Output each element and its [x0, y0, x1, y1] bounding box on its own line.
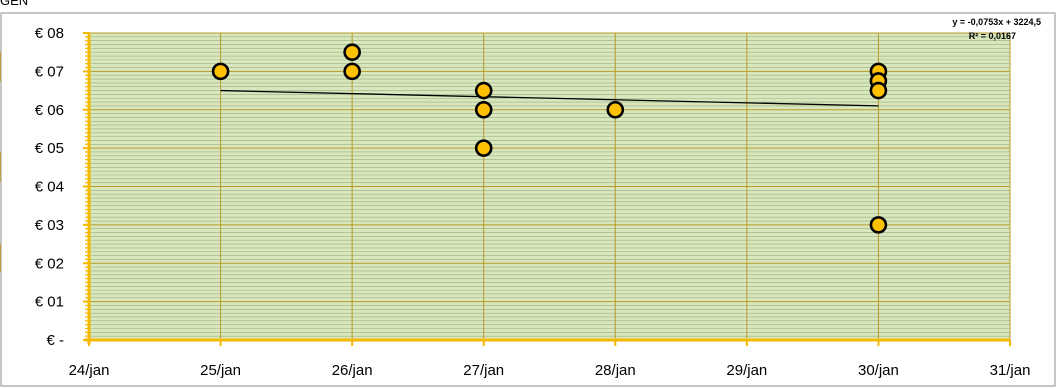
y-tick-label: € 08	[35, 25, 64, 42]
y-tick-label: € 06	[35, 102, 64, 119]
data-point	[211, 62, 230, 81]
x-tick-label: 29/jan	[726, 362, 767, 379]
x-tick-label: 25/jan	[200, 362, 241, 379]
x-tick-label: 30/jan	[858, 362, 899, 379]
y-tick-label: € 04	[35, 179, 64, 196]
y-tick-label: € 07	[35, 63, 64, 80]
data-point	[474, 81, 493, 100]
x-tick-label: 24/jan	[69, 362, 110, 379]
y-tick-label: € 01	[35, 294, 64, 311]
axes	[83, 32, 1011, 346]
x-tick-label: 26/jan	[332, 362, 373, 379]
trendline-equation: y = -0,0753x + 3224,5	[952, 17, 1041, 27]
trendline-r-squared: R² = 0,0167	[969, 31, 1016, 41]
x-axis-labels: 24/jan 25/jan 26/jan 27/jan 28/jan 29/jan 30/j…	[69, 362, 1031, 379]
data-point	[343, 43, 361, 61]
data-point	[474, 100, 493, 119]
data-point	[606, 100, 625, 119]
top-title-fragment: GEN	[0, 0, 29, 8]
minor-gridlines	[89, 36, 1010, 337]
y-tick-label: € 02	[35, 255, 64, 272]
y-tick-label: € 03	[35, 217, 64, 234]
y-tick-label: € -	[46, 332, 64, 349]
x-tick-label: 31/jan	[990, 362, 1031, 379]
x-tick-label: 28/jan	[595, 362, 636, 379]
y-tick-label: € 05	[35, 140, 64, 157]
trendline	[220, 89, 879, 107]
x-tick-label: 27/jan	[463, 362, 504, 379]
data-point	[474, 139, 493, 157]
data-points	[211, 43, 888, 234]
data-point	[869, 216, 888, 234]
y-axis-labels: € - € 01 € 02 € 03 € 04 € 05 € 06 € 07 € 08	[35, 25, 64, 349]
data-point	[869, 81, 888, 100]
data-point	[343, 62, 361, 81]
major-gridlines	[89, 32, 1011, 340]
